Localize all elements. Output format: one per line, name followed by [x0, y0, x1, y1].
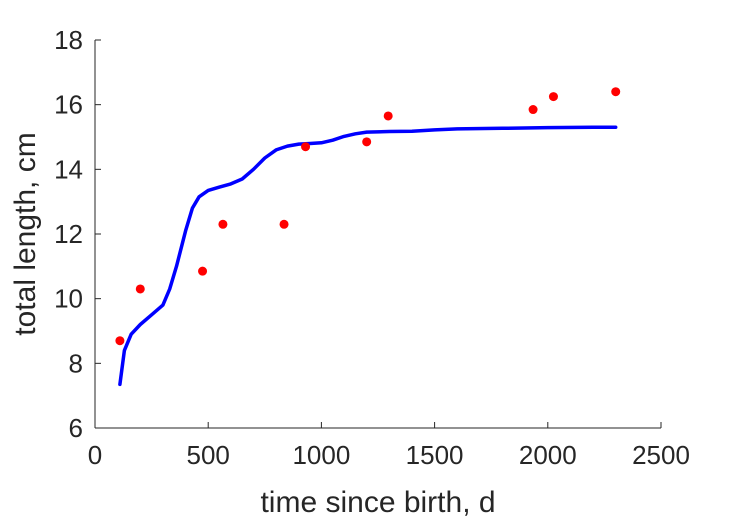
x-tick-label: 0 — [88, 440, 102, 470]
data-point — [279, 219, 289, 229]
data-point — [135, 284, 145, 294]
y-tick-label: 12 — [54, 219, 83, 249]
x-tick-label: 1500 — [406, 440, 464, 470]
y-tick-label: 16 — [54, 90, 83, 120]
data-point — [611, 87, 621, 97]
data-point — [548, 92, 558, 102]
y-tick-label: 6 — [69, 413, 83, 443]
data-point — [301, 142, 311, 152]
data-point — [198, 266, 208, 276]
data-point — [115, 336, 125, 346]
data-point — [528, 105, 538, 115]
axes — [94, 40, 661, 429]
y-tick-label: 18 — [54, 25, 83, 55]
y-tick-label: 14 — [54, 154, 83, 184]
x-axis-label: time since birth, d — [260, 486, 495, 519]
data-point — [383, 111, 393, 121]
x-tick-label: 500 — [187, 440, 230, 470]
x-tick-label: 2500 — [632, 440, 690, 470]
fit-curve — [118, 125, 618, 387]
y-axis-label: total length, cm — [9, 132, 42, 335]
y-tick-label: 10 — [54, 284, 83, 314]
x-tick-label: 2000 — [519, 440, 577, 470]
x-tick-label: 1000 — [292, 440, 350, 470]
plot-area — [115, 87, 621, 387]
ticks: 0 500 1000 1500 2000 2500 6 8 10 12 14 16 18 — [54, 25, 690, 470]
data-point — [218, 219, 228, 229]
y-tick-label: 8 — [69, 348, 83, 378]
data-point — [362, 137, 372, 147]
